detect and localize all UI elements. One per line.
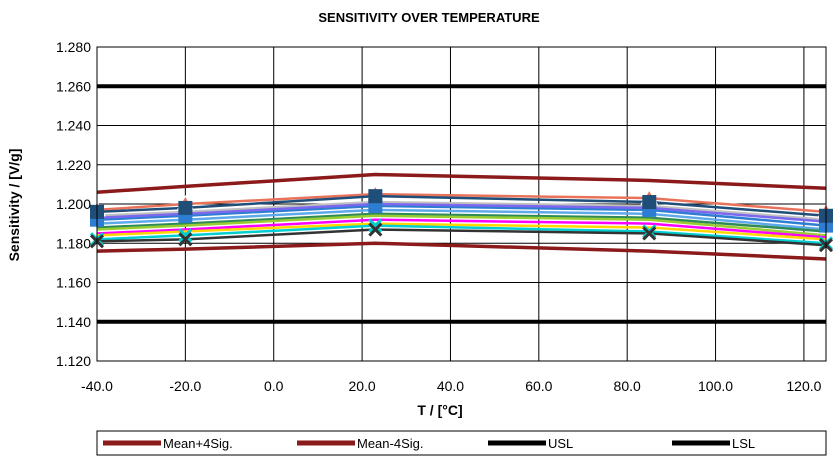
- y-tick-label: 1.120: [56, 353, 91, 369]
- x-tick-label: -40.0: [81, 378, 113, 394]
- chart-title: SENSITIVITY OVER TEMPERATURE: [318, 10, 540, 25]
- legend-label: Mean-4Sig.: [357, 436, 423, 451]
- y-tick-label: 1.260: [56, 78, 91, 94]
- y-tick-label: 1.240: [56, 118, 91, 134]
- x-marker: [178, 228, 193, 243]
- legend: Mean+4Sig. Mean-4Sig. USL LSL: [96, 430, 827, 456]
- x-tick-label: 80.0: [614, 378, 641, 394]
- series-lines: [96, 84, 827, 324]
- x-axis-label: T / [°C]: [417, 402, 462, 418]
- x-marker: [368, 218, 383, 233]
- device-series-line: [96, 218, 827, 239]
- x-tick-label: -20.0: [169, 378, 201, 394]
- series-line-mean-4sig-: [96, 241, 827, 261]
- square-marker: [642, 195, 657, 210]
- x-marker: [178, 232, 193, 247]
- legend-label: LSL: [732, 436, 755, 451]
- device-series-line: [96, 214, 827, 237]
- plot-frame: [96, 46, 827, 362]
- y-tick-label: 1.280: [56, 39, 91, 55]
- x-tick-label: 20.0: [348, 378, 375, 394]
- y-tick-label: 1.160: [56, 275, 91, 291]
- x-tick-label: 40.0: [437, 378, 464, 394]
- y-tick-label: 1.140: [56, 314, 91, 330]
- y-tick-label: 1.180: [56, 235, 91, 251]
- y-axis-label: Sensitivity / [V/g]: [6, 149, 22, 262]
- x-marker: [642, 226, 657, 241]
- legend-label: Mean+4Sig.: [163, 436, 233, 451]
- square-marker: [368, 189, 383, 204]
- series-line-mean-4sig-: [96, 172, 827, 194]
- x-tick-label: 0.0: [264, 378, 284, 394]
- x-tick-label: 60.0: [525, 378, 552, 394]
- x-tick-label: 120.0: [786, 378, 821, 394]
- device-series-line: [96, 212, 827, 233]
- legend-label: USL: [548, 436, 573, 451]
- square-marker: [178, 200, 193, 215]
- x-marker: [368, 222, 383, 237]
- y-tick-label: 1.220: [56, 157, 91, 173]
- x-tick-labels: -40.0 -20.0 0.0 20.0 40.0 60.0 80.0 100.0 120.0: [81, 378, 822, 394]
- y-tick-label: 1.200: [56, 196, 91, 212]
- y-tick-labels: 1.120 1.140 1.160 1.180 1.200 1.220 1.240 1.260…: [56, 39, 91, 369]
- x-tick-label: 100.0: [698, 378, 733, 394]
